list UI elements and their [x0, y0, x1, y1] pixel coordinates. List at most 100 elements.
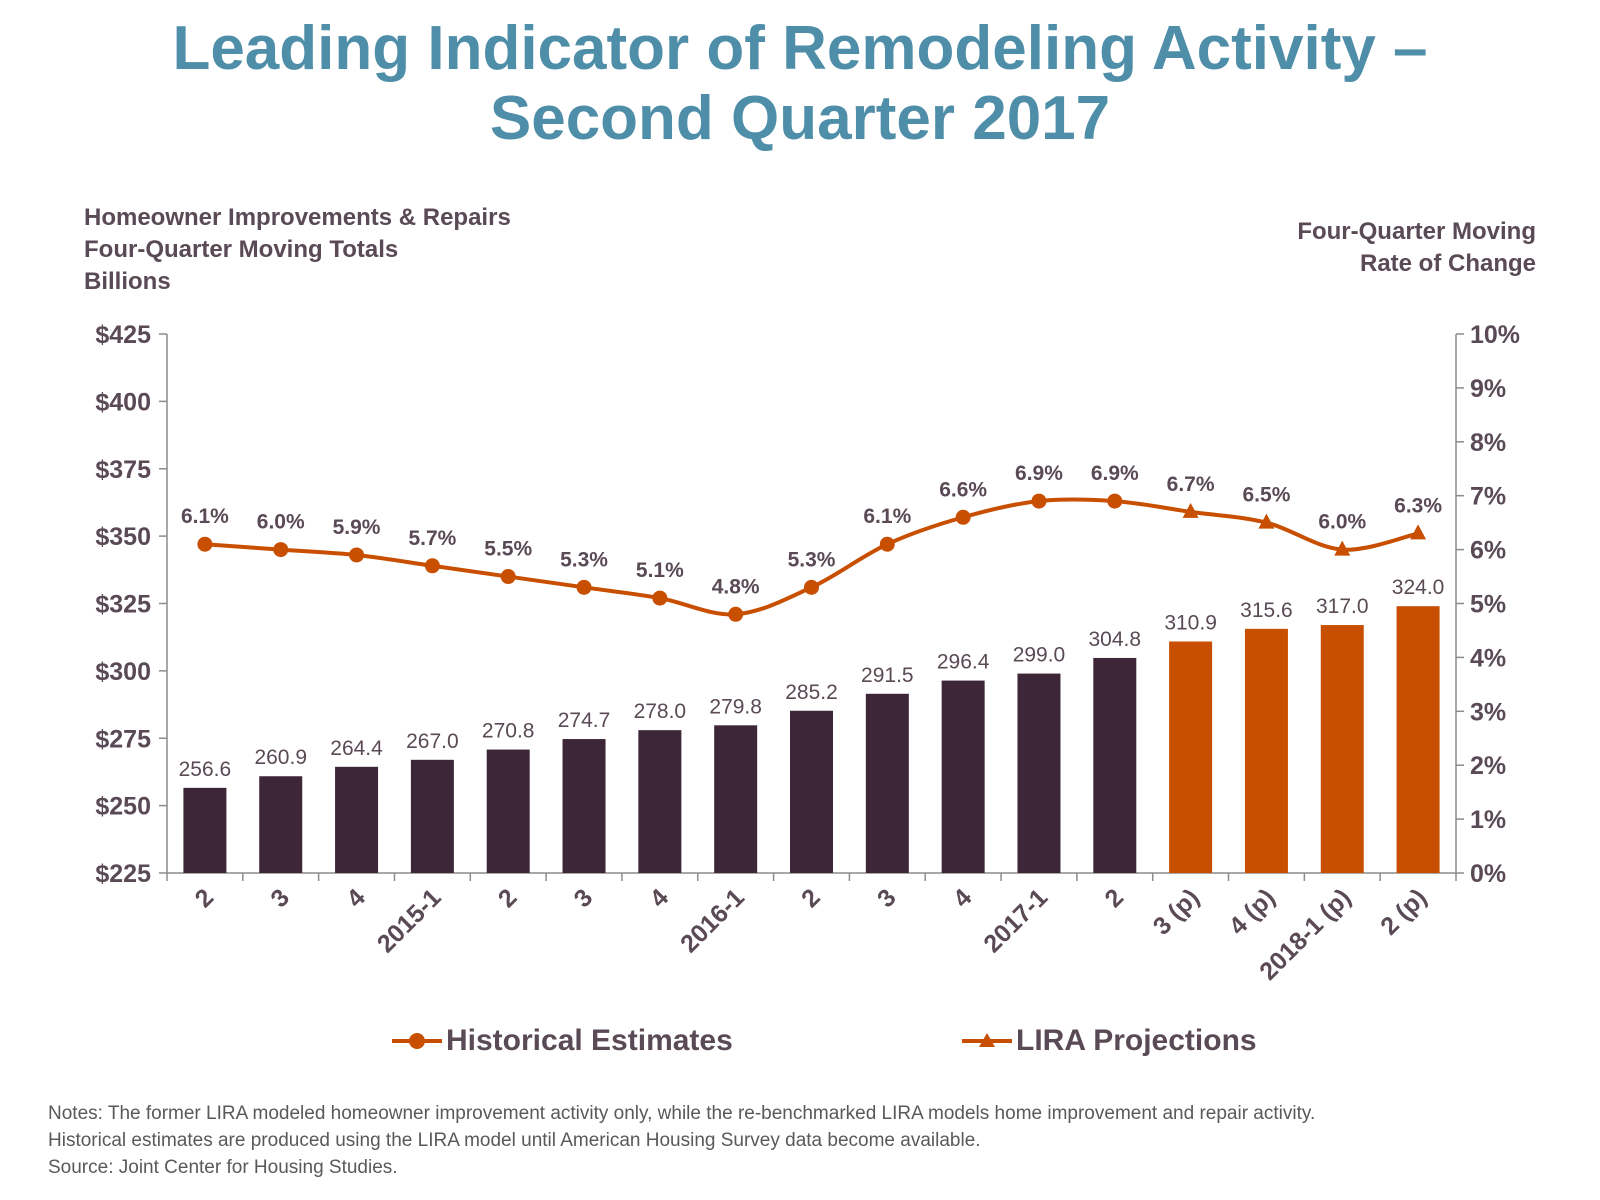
projection-point — [1182, 502, 1199, 518]
historical-bar — [941, 680, 985, 873]
right-axis-tick-label: 7% — [1470, 483, 1506, 511]
triangle-marker-icon — [962, 1033, 1012, 1047]
left-axis-tick-label: $350 — [95, 523, 151, 551]
historical-point — [879, 536, 895, 552]
rate-value-label: 6.7% — [1167, 473, 1215, 496]
bar-value-label: 296.4 — [937, 651, 990, 674]
x-axis-tick-label: 4 — [644, 883, 674, 913]
historical-bar — [714, 725, 758, 873]
left-axis-tick-label: $275 — [95, 725, 151, 753]
rate-value-label: 6.0% — [257, 511, 305, 534]
historical-bar — [865, 693, 909, 873]
historical-point — [500, 569, 516, 585]
x-axis-tick-label: 2 — [190, 883, 220, 913]
rate-value-label: 5.1% — [636, 559, 684, 582]
left-axis-tick-label: $400 — [95, 388, 151, 416]
historical-bar — [335, 766, 379, 873]
historical-point — [1107, 493, 1123, 509]
bar-value-label: 304.8 — [1089, 628, 1142, 651]
right-axis-tick-label: 6% — [1470, 537, 1506, 565]
left-axis-title-line-1: Homeowner Improvements & Repairs — [84, 204, 511, 231]
historical-bar — [790, 710, 833, 873]
historical-bar — [562, 739, 606, 873]
rate-value-label: 6.9% — [1015, 462, 1063, 485]
left-axis-tick-label: $250 — [95, 793, 151, 821]
x-axis-tick-label: 3 — [569, 883, 599, 913]
notes-line-1: Notes: The former LIRA modeled homeowner… — [48, 1103, 1316, 1124]
rate-value-label: 6.0% — [1318, 511, 1366, 534]
bar-value-label: 264.4 — [330, 737, 383, 760]
legend-label-projections: LIRA Projections — [1016, 1024, 1257, 1057]
historical-bar — [259, 776, 303, 873]
projection-bar — [1244, 628, 1288, 873]
notes-line-3: Source: Joint Center for Housing Studies… — [48, 1157, 398, 1178]
right-axis-tick-label: 2% — [1470, 752, 1506, 780]
x-axis-tick-label: 2 (p) — [1375, 883, 1432, 940]
chart-canvas: $225 $250 $275 $300 $325 $350 $375 $400 $425 0% 1%… — [95, 321, 1520, 986]
rate-value-label: 6.6% — [939, 478, 987, 501]
rate-value-label: 5.5% — [484, 538, 532, 561]
right-axis-tick-label: 9% — [1470, 375, 1506, 403]
historical-bar — [410, 759, 454, 873]
historical-point — [197, 536, 213, 552]
x-axis-tick-label: 4 — [948, 883, 978, 913]
notes: Notes: The former LIRA modeled homeowner… — [48, 1100, 1315, 1181]
x-axis-tick-label: 4 — [341, 883, 371, 913]
x-axis-tick-label: 2 — [796, 883, 826, 913]
rate-value-label: 6.3% — [1394, 494, 1442, 517]
legend-label-historical: Historical Estimates — [446, 1024, 733, 1057]
projection-point — [1258, 513, 1275, 529]
historical-point — [424, 558, 440, 574]
rate-value-label: 6.5% — [1243, 484, 1291, 507]
bar-value-label: 317.0 — [1316, 595, 1369, 618]
historical-point — [273, 542, 289, 558]
projection-bar — [1396, 606, 1440, 873]
rate-value-label: 6.9% — [1091, 462, 1139, 485]
historical-bar — [638, 730, 682, 873]
left-axis-tick-label: $225 — [95, 860, 151, 888]
bar-value-label: 310.9 — [1164, 611, 1217, 634]
left-axis-title-line-3: Billions — [84, 268, 171, 295]
notes-line-2: Historical estimates are produced using … — [48, 1130, 981, 1151]
right-axis-tick-label: 0% — [1470, 860, 1506, 888]
x-axis-tick-label: 2 — [1099, 883, 1129, 913]
legend-item-projections: LIRA Projections — [962, 1024, 1257, 1058]
x-axis-tick-label: 2017-1 — [978, 883, 1053, 958]
rate-value-label: 5.3% — [788, 548, 836, 571]
bar-value-label: 299.0 — [1013, 644, 1066, 667]
bar-value-label: 274.7 — [558, 709, 611, 732]
rate-value-label: 5.3% — [560, 548, 608, 571]
right-axis-title: Four-Quarter Moving Rate of Change — [1297, 216, 1536, 280]
x-axis-tick-label: 4 (p) — [1224, 883, 1281, 940]
rate-value-label: 4.8% — [712, 575, 760, 598]
left-axis-title: Homeowner Improvements & Repairs Four-Qu… — [84, 202, 511, 298]
historical-point — [1031, 493, 1047, 509]
bar-value-label: 279.8 — [709, 695, 762, 718]
bar-value-label: 324.0 — [1392, 576, 1445, 599]
rate-value-label: 5.9% — [333, 516, 381, 539]
historical-point — [576, 579, 592, 595]
right-axis-title-line-1: Four-Quarter Moving — [1297, 218, 1536, 245]
left-axis-tick-label: $325 — [95, 591, 151, 619]
bar-value-label: 260.9 — [254, 746, 307, 769]
legend-item-historical: Historical Estimates — [392, 1024, 733, 1058]
rate-value-label: 6.1% — [181, 505, 229, 528]
x-axis-tick-label: 2016-1 — [675, 883, 750, 958]
legend: Historical Estimates LIRA Projections — [0, 1024, 1600, 1064]
projection-bar — [1169, 641, 1213, 873]
historical-bar — [1017, 673, 1061, 873]
historical-bar — [486, 749, 530, 873]
left-axis-tick-label: $375 — [95, 456, 151, 484]
left-axis-tick-label: $425 — [95, 321, 151, 349]
right-axis-tick-label: 3% — [1470, 698, 1506, 726]
bar-value-label: 315.6 — [1240, 599, 1293, 622]
projection-point — [1410, 524, 1427, 540]
x-axis-tick-label: 2 — [493, 883, 523, 913]
historical-bar — [183, 787, 227, 873]
right-axis-tick-label: 4% — [1470, 644, 1506, 672]
historical-point — [728, 606, 744, 622]
bar-value-label: 270.8 — [482, 720, 535, 743]
historical-point — [652, 590, 668, 606]
title-line-1: Leading Indicator of Remodeling Activity… — [172, 14, 1428, 83]
circle-marker-icon — [392, 1033, 442, 1049]
